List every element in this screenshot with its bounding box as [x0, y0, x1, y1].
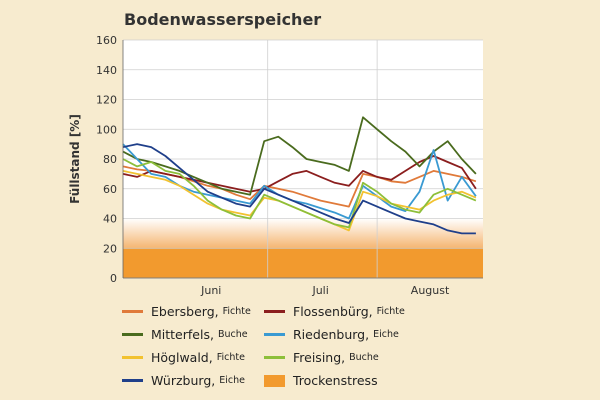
y-tick-label: 140	[96, 64, 117, 77]
legend-species: Fichte	[222, 306, 251, 317]
legend-swatch	[264, 356, 285, 359]
y-tick-label: 100	[96, 123, 117, 136]
legend: Ebersberg, Fichte Flossenbürg, Fichte Mitter…	[122, 302, 412, 390]
legend-species: Buche	[349, 352, 379, 363]
legend-swatch	[264, 333, 285, 336]
legend-label: Riedenburg,	[293, 327, 370, 342]
legend-species: Eiche	[219, 375, 245, 386]
trockenstress-band	[123, 248, 483, 278]
legend-swatch	[122, 333, 143, 336]
series-line-wrzburg	[122, 143, 476, 235]
legend-item: Ebersberg, Fichte	[122, 302, 264, 321]
y-tick-label: 80	[103, 153, 117, 166]
y-tick-label: 0	[110, 272, 117, 285]
x-tick-label: Juni	[200, 284, 221, 297]
legend-swatch	[264, 374, 285, 387]
legend-swatch	[122, 356, 143, 359]
legend-species: Eiche	[373, 329, 399, 340]
legend-item: Höglwald, Fichte	[122, 348, 264, 367]
legend-label: Flossenbürg,	[293, 304, 373, 319]
y-tick-label: 40	[103, 213, 117, 226]
chart-title: Bodenwasserspeicher	[124, 10, 322, 29]
legend-item: Freising, Buche	[264, 348, 412, 367]
legend-species: Fichte	[376, 306, 405, 317]
y-tick-label: 160	[96, 34, 117, 47]
legend-swatch	[122, 310, 143, 313]
legend-species: Buche	[217, 329, 248, 340]
legend-label: Freising,	[293, 350, 346, 365]
y-axis-label: Füllstand [%]	[68, 114, 82, 204]
legend-label: Trockenstress	[293, 373, 378, 388]
legend-item: Trockenstress	[264, 371, 412, 390]
legend-label: Ebersberg,	[151, 304, 219, 319]
y-tick-label: 120	[96, 94, 117, 107]
series-line-mitterfels	[122, 116, 477, 196]
trockenstress-gradient	[123, 218, 483, 249]
legend-swatch	[122, 379, 143, 382]
legend-label: Mitterfels,	[151, 327, 214, 342]
x-tick-label: August	[411, 284, 450, 297]
legend-item: Flossenbürg, Fichte	[264, 302, 412, 321]
legend-species: Fichte	[216, 352, 245, 363]
y-tick-label: 20	[103, 242, 117, 255]
legend-swatch	[264, 310, 285, 313]
y-tick-label: 60	[103, 183, 117, 196]
legend-label: Würzburg,	[151, 373, 216, 388]
x-tick-label: Juli	[311, 284, 328, 297]
legend-item: Riedenburg, Eiche	[264, 325, 412, 344]
legend-item: Mitterfels, Buche	[122, 325, 264, 344]
legend-item: Würzburg, Eiche	[122, 371, 264, 390]
legend-label: Höglwald,	[151, 350, 213, 365]
series-line-freising	[122, 158, 477, 229]
